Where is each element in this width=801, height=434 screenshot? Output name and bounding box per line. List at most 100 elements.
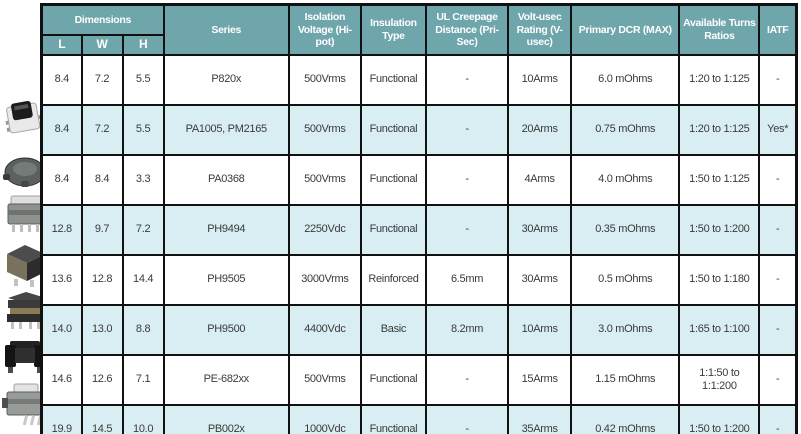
col-header-isolation-voltage: Isolation Voltage (Hi-pot) — [287, 3, 362, 56]
product-photo-ph9500-icon — [7, 292, 47, 329]
cell-creepage: - — [424, 153, 510, 206]
cell-iatf: - — [758, 253, 798, 306]
cell-turns: 1:50 to 1:180 — [678, 253, 761, 306]
col-header-ul-creepage: UL Creepage Distance (Pri-Sec) — [424, 3, 510, 56]
cell-insulation: Functional — [359, 103, 427, 156]
cell-w: 9.7 — [80, 203, 124, 256]
col-header-iatf: IATF — [758, 3, 798, 56]
cell-h: 5.5 — [121, 53, 165, 106]
cell-iatf: - — [758, 153, 798, 206]
product-photo-pa0368-icon — [3, 157, 47, 187]
col-header-insulation-type: Insulation Type — [359, 3, 427, 56]
cell-isolation: 500Vrms — [287, 103, 362, 156]
cell-series: P820x — [162, 53, 290, 106]
cell-h: 8.8 — [121, 303, 165, 356]
header-row-main: Dimensions Series Isolation Voltage (Hi-… — [40, 3, 798, 56]
cell-isolation: 3000Vrms — [287, 253, 362, 306]
table-row: 14.0 13.0 8.8 PH9500 4400Vdc Basic 8.2mm… — [40, 303, 798, 356]
cell-isolation: 500Vrms — [287, 53, 362, 106]
cell-voltusec: 4Arms — [507, 153, 573, 206]
cell-l: 14.6 — [40, 353, 83, 406]
cell-isolation: 2250Vdc — [287, 203, 362, 256]
cell-w: 7.2 — [80, 103, 124, 156]
cell-insulation: Functional — [359, 403, 427, 434]
cell-insulation: Reinforced — [359, 253, 427, 306]
cell-voltusec: 30Arms — [507, 253, 573, 306]
cell-h: 14.4 — [121, 253, 165, 306]
cell-isolation: 500Vrms — [287, 153, 362, 206]
cell-creepage: 8.2mm — [424, 303, 510, 356]
cell-isolation: 1000Vdc — [287, 403, 362, 434]
cell-iatf: - — [758, 403, 798, 434]
cell-insulation: Functional — [359, 203, 427, 256]
cell-turns: 1:50 to 1:125 — [678, 153, 761, 206]
cell-series: PA1005, PM2165 — [162, 103, 290, 156]
product-spec-table: Dimensions Series Isolation Voltage (Hi-… — [40, 3, 798, 434]
cell-w: 12.8 — [80, 253, 124, 306]
cell-voltusec: 10Arms — [507, 303, 573, 356]
cell-turns: 1:1:50 to 1:1:200 — [678, 353, 761, 406]
cell-iatf: - — [758, 353, 798, 406]
table-row: 8.4 8.4 3.3 PA0368 500Vrms Functional - … — [40, 153, 798, 206]
cell-w: 8.4 — [80, 153, 124, 206]
cell-iatf: - — [758, 203, 798, 256]
cell-w: 13.0 — [80, 303, 124, 356]
cell-w: 12.6 — [80, 353, 124, 406]
cell-creepage: - — [424, 353, 510, 406]
col-header-l: L — [40, 33, 83, 56]
cell-voltusec: 30Arms — [507, 203, 573, 256]
product-photo-ph9494-icon — [7, 195, 45, 232]
cell-iatf: - — [758, 53, 798, 106]
cell-dcr: 0.5 mOhms — [570, 253, 681, 306]
cell-turns: 1:20 to 1:125 — [678, 103, 761, 156]
cell-dcr: 1.15 mOhms — [570, 353, 681, 406]
cell-series: PH9505 — [162, 253, 290, 306]
cell-isolation: 500Vrms — [287, 353, 362, 406]
cell-series: PE-682xx — [162, 353, 290, 406]
cell-turns: 1:65 to 1:100 — [678, 303, 761, 356]
table-row: 13.6 12.8 14.4 PH9505 3000Vrms Reinforce… — [40, 253, 798, 306]
cell-series: PH9494 — [162, 203, 290, 256]
col-header-volt-usec: Volt-usec Rating (V-usec) — [507, 3, 573, 56]
table-row: 19.9 14.5 10.0 PB002x 1000Vdc Functional… — [40, 403, 798, 434]
cell-voltusec: 20Arms — [507, 103, 573, 156]
cell-h: 5.5 — [121, 103, 165, 156]
cell-l: 12.8 — [40, 203, 83, 256]
cell-dcr: 0.42 mOhms — [570, 403, 681, 434]
col-header-primary-dcr: Primary DCR (MAX) — [570, 3, 681, 56]
cell-series: PH9500 — [162, 303, 290, 356]
cell-insulation: Functional — [359, 353, 427, 406]
cell-l: 14.0 — [40, 303, 83, 356]
cell-voltusec: 35Arms — [507, 403, 573, 434]
cell-l: 19.9 — [40, 403, 83, 434]
cell-h: 3.3 — [121, 153, 165, 206]
cell-insulation: Functional — [359, 53, 427, 106]
cell-dcr: 0.35 mOhms — [570, 203, 681, 256]
header-row-sub: L W H — [40, 33, 797, 56]
cell-series: PA0368 — [162, 153, 290, 206]
cell-iatf: Yes* — [758, 103, 798, 156]
cell-h: 7.2 — [121, 203, 165, 256]
cell-w: 7.2 — [80, 53, 124, 106]
cell-dcr: 3.0 mOhms — [570, 303, 681, 356]
cell-dcr: 6.0 mOhms — [570, 53, 681, 106]
cell-l: 8.4 — [40, 103, 83, 156]
cell-voltusec: 15Arms — [507, 353, 573, 406]
table-row: 12.8 9.7 7.2 PH9494 2250Vdc Functional -… — [40, 203, 798, 256]
product-photo-pb002x-icon — [2, 383, 50, 426]
cell-turns: 1:50 to 1:200 — [678, 403, 761, 434]
cell-l: 8.4 — [40, 153, 83, 206]
cell-creepage: 6.5mm — [424, 253, 510, 306]
cell-h: 7.1 — [121, 353, 165, 406]
cell-dcr: 4.0 mOhms — [570, 153, 681, 206]
cell-dcr: 0.75 mOhms — [570, 103, 681, 156]
col-header-w: W — [80, 33, 124, 56]
table-row: 8.4 7.2 5.5 P820x 500Vrms Functional - 1… — [40, 53, 798, 106]
cell-creepage: - — [424, 403, 510, 434]
table-row: 8.4 7.2 5.5 PA1005, PM2165 500Vrms Funct… — [40, 103, 798, 156]
cell-turns: 1:20 to 1:125 — [678, 53, 761, 106]
cell-creepage: - — [424, 203, 510, 256]
cell-w: 14.5 — [80, 403, 124, 434]
cell-insulation: Functional — [359, 153, 427, 206]
